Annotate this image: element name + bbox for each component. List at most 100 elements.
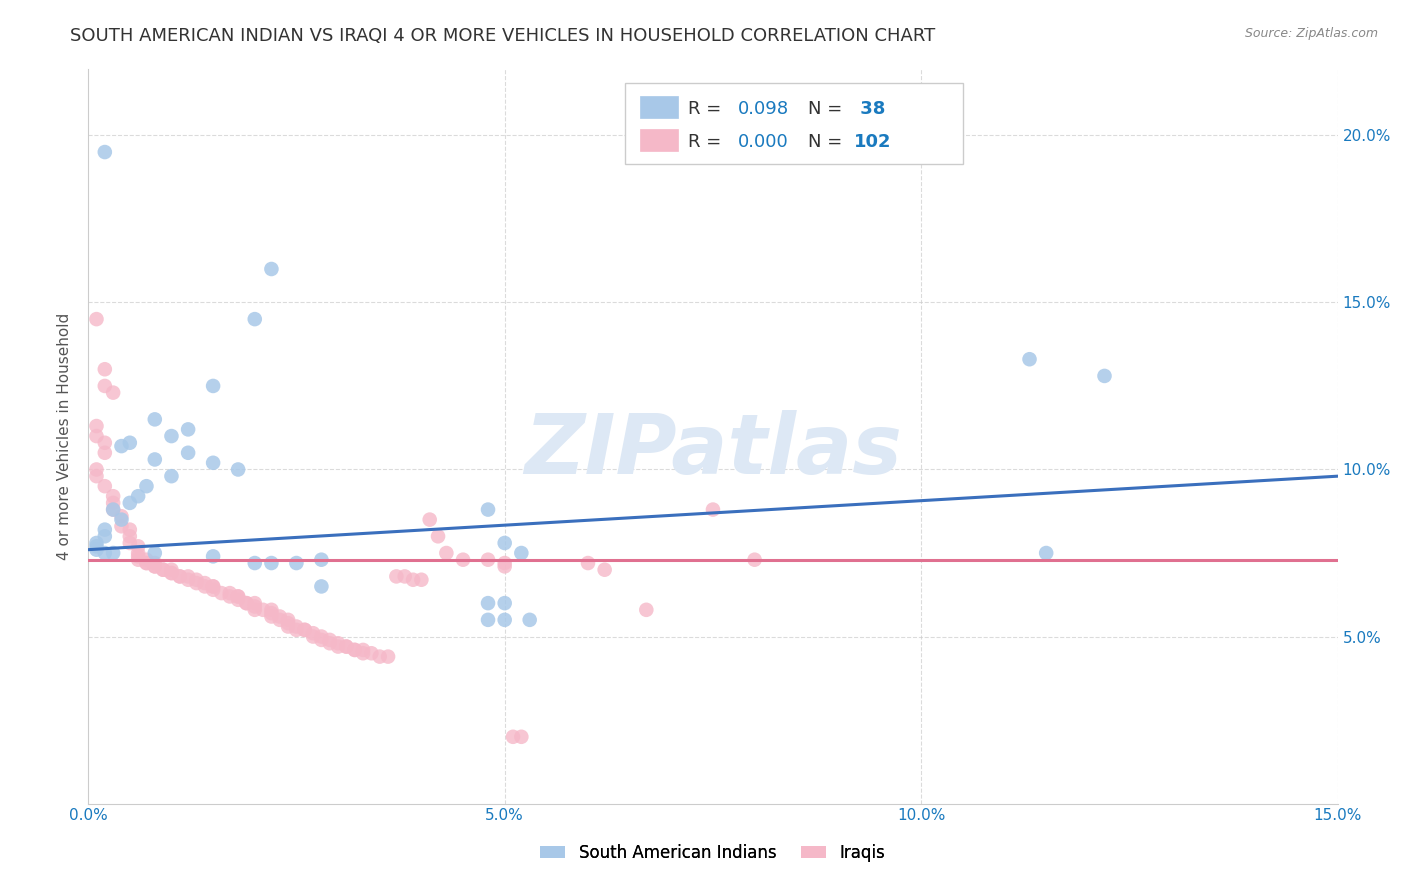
Point [160,469,183,483]
Point [243,312,266,326]
Point [152,563,174,577]
FancyBboxPatch shape [641,128,678,151]
Point [477,596,499,610]
Point [226,592,249,607]
Point [510,546,533,560]
Point [576,556,599,570]
Point [235,596,257,610]
Point [94,145,117,159]
Point [1035,546,1057,560]
Point [202,579,225,593]
Point [101,496,124,510]
Point [86,419,108,434]
Point [194,579,217,593]
Point [143,559,166,574]
Point [101,489,124,503]
Point [1094,368,1116,383]
Point [86,542,108,557]
Point [343,643,366,657]
Point [294,623,316,637]
Text: Source: ZipAtlas.com: Source: ZipAtlas.com [1244,27,1378,40]
Point [519,613,541,627]
Point [177,446,200,460]
Point [277,616,299,631]
Point [94,546,117,560]
Point [94,523,117,537]
Point [451,552,474,566]
Point [118,496,141,510]
Point [494,596,516,610]
Point [143,556,166,570]
Point [252,603,274,617]
Point [235,596,257,610]
Y-axis label: 4 or more Vehicles in Household: 4 or more Vehicles in Household [58,312,72,559]
Point [285,623,308,637]
Point [177,573,200,587]
Point [502,730,524,744]
Point [319,636,342,650]
Point [218,586,240,600]
Point [335,640,357,654]
Point [243,603,266,617]
Point [226,590,249,604]
Point [94,529,117,543]
Point [702,502,724,516]
Point [143,412,166,426]
Point [94,435,117,450]
Point [343,643,366,657]
Legend: South American Indians, Iraqis: South American Indians, Iraqis [534,838,893,869]
Point [260,603,283,617]
Point [127,539,149,553]
Point [143,546,166,560]
Point [94,479,117,493]
Point [186,576,208,591]
Point [86,536,108,550]
Point [402,573,425,587]
Point [169,569,191,583]
FancyBboxPatch shape [641,95,678,118]
Point [260,556,283,570]
Point [160,563,183,577]
Point [86,312,108,326]
Point [352,646,374,660]
Point [411,573,433,587]
Text: R =: R = [688,100,727,118]
FancyBboxPatch shape [626,83,963,164]
Point [243,599,266,614]
Point [302,626,325,640]
Point [226,462,249,476]
Point [360,646,382,660]
Point [101,546,124,560]
Point [326,640,349,654]
Point [335,640,357,654]
Point [135,479,157,493]
Point [285,619,308,633]
Point [135,556,157,570]
Point [186,573,208,587]
Point [226,590,249,604]
Point [94,379,117,393]
Point [368,649,391,664]
Point [127,549,149,564]
Point [143,559,166,574]
Point [94,446,117,460]
Point [160,566,183,580]
Point [419,513,441,527]
Point [477,552,499,566]
Text: 0.000: 0.000 [738,133,789,151]
Point [260,609,283,624]
Point [311,579,333,593]
Point [260,606,283,620]
Point [302,630,325,644]
Point [326,636,349,650]
Point [110,519,132,533]
Text: N =: N = [808,133,848,151]
Point [427,529,450,543]
Point [636,603,658,617]
Point [377,649,399,664]
Point [160,566,183,580]
Point [311,632,333,647]
Text: 102: 102 [855,133,891,151]
Text: 38: 38 [855,100,886,118]
Point [118,529,141,543]
